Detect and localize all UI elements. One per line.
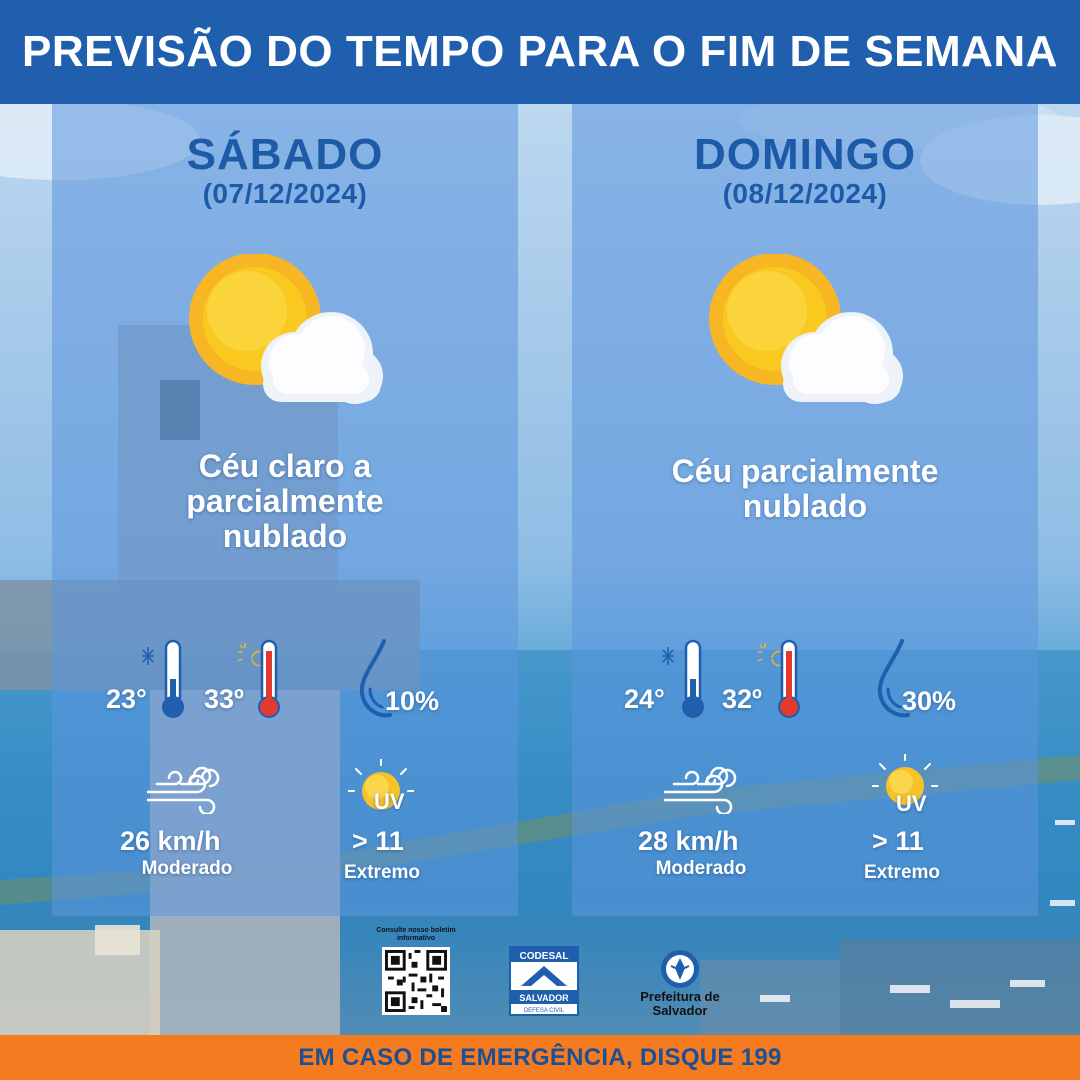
raindrop-icon	[877, 639, 910, 718]
wind-level: Moderado	[141, 858, 233, 879]
temp-max: 32º	[722, 684, 762, 714]
condition-line: Céu parcialmente	[671, 453, 939, 489]
city-seal-icon	[661, 950, 699, 988]
footer-bar: EM CASO DE EMERGÊNCIA, DISQUE 199	[0, 1035, 1080, 1080]
wind-icon	[664, 766, 737, 814]
codesal-top-text: CODESAL	[520, 951, 569, 962]
wind-level: Moderado	[655, 858, 747, 879]
wind-speed: 28 km/h	[638, 826, 739, 856]
wind-icon	[147, 766, 220, 814]
temp-min: 23°	[106, 684, 147, 714]
rain-probability: 10%	[385, 686, 440, 716]
thermometer-cold-icon	[662, 639, 704, 718]
uv-level: Extremo	[343, 862, 421, 883]
emergency-notice: EM CASO DE EMERGÊNCIA, DISQUE 199	[298, 1043, 782, 1071]
day-date: (07/12/2024)	[202, 178, 368, 209]
uv-index: > 11	[872, 826, 924, 856]
thermometer-cold-icon	[142, 639, 184, 718]
sun-cloud-icon	[709, 254, 903, 404]
sun-cloud-icon	[189, 254, 383, 404]
codesal-shield-icon: CODESAL SALVADOR DEFESA CIVIL	[511, 948, 577, 1014]
prefeitura-text: Prefeitura de Salvador	[640, 989, 720, 1018]
wind-speed: 26 km/h	[120, 826, 221, 856]
condition-line: nublado	[742, 488, 868, 524]
prefeitura-logo: Prefeitura de Salvador	[632, 944, 728, 1020]
uv-sun-icon	[348, 759, 414, 810]
uv-label: UV	[374, 789, 405, 814]
day-name: SÁBADO	[186, 130, 384, 179]
forecast-card-sunday: DOMINGO (08/12/2024) Céu parcialmente nu…	[572, 104, 1038, 916]
codesal-logo: CODESAL SALVADOR DEFESA CIVIL	[509, 946, 579, 1016]
condition-line: Céu claro a	[198, 448, 372, 484]
uv-level: Extremo	[863, 862, 941, 883]
condition-line: parcialmente	[186, 483, 384, 519]
uv-label: UV	[896, 791, 927, 816]
page-title: PREVISÃO DO TEMPO PARA O FIM DE SEMANA	[22, 27, 1058, 76]
qr-code[interactable]	[382, 947, 450, 1015]
rain-probability: 30%	[902, 686, 957, 716]
uv-sun-icon	[872, 754, 938, 805]
day-name: DOMINGO	[693, 130, 917, 179]
temp-min: 24°	[624, 684, 665, 714]
codesal-bottom-text: DEFESA CIVIL	[524, 1008, 565, 1014]
header-bar: PREVISÃO DO TEMPO PARA O FIM DE SEMANA	[0, 0, 1080, 104]
temp-max: 33º	[204, 684, 244, 714]
thermometer-hot-icon	[238, 639, 280, 718]
uv-index: > 11	[352, 826, 404, 856]
thermometer-hot-icon	[758, 639, 800, 718]
forecast-card-saturday: SÁBADO (07/12/2024) Céu claro a parcialm…	[52, 104, 518, 916]
raindrop-icon	[359, 639, 392, 718]
qr-code-icon	[385, 950, 447, 1012]
codesal-mid-text: SALVADOR	[519, 993, 569, 1003]
condition-line: nublado	[222, 518, 348, 554]
qr-caption: Consulte nosso boletim informativo	[376, 927, 456, 942]
day-date: (08/12/2024)	[722, 178, 888, 209]
